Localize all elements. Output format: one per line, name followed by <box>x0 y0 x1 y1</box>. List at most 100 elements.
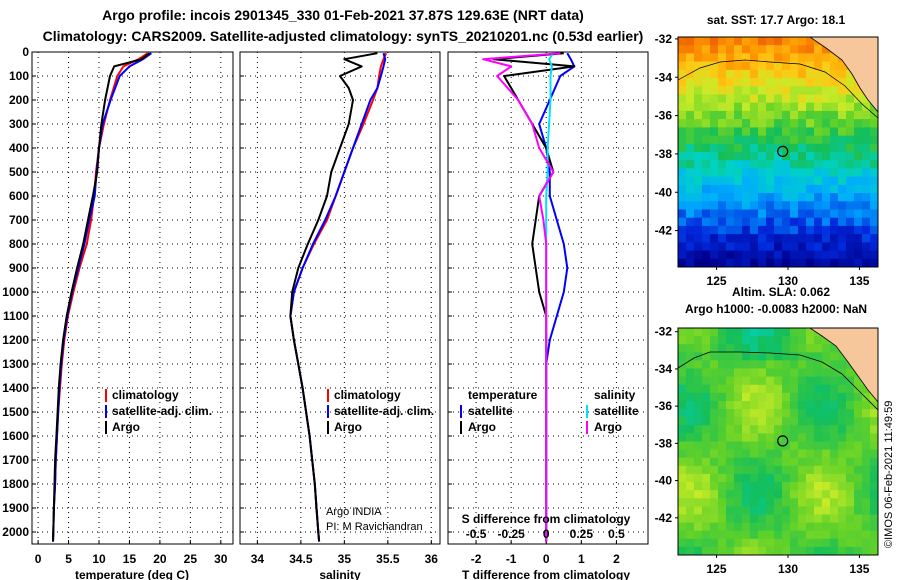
map-cell <box>742 522 751 532</box>
map-cell <box>798 546 807 555</box>
map-cell <box>774 102 783 112</box>
s-difference-xlabel: S difference from climatology <box>462 512 631 526</box>
map-cell <box>782 160 791 169</box>
map-cell <box>750 201 759 211</box>
map-cell <box>854 449 863 459</box>
map-cell <box>742 225 751 235</box>
map-cell <box>702 94 711 104</box>
map-cell <box>822 506 831 516</box>
map-cell <box>774 336 783 345</box>
map-cell <box>726 37 735 46</box>
map-cell <box>678 234 687 243</box>
sst-field <box>678 37 878 267</box>
depth-tick-label: 800 <box>9 237 29 251</box>
map-cell <box>782 168 791 178</box>
map-cell <box>726 530 735 540</box>
map-cell <box>774 168 783 178</box>
map-cell <box>774 360 783 370</box>
map-cell <box>710 242 719 252</box>
map-cell <box>734 449 743 459</box>
map-cell <box>710 465 719 475</box>
map-cell <box>814 352 823 361</box>
map-cell <box>678 441 687 451</box>
map-cell <box>838 433 847 443</box>
map-cell <box>806 498 815 507</box>
map-cell <box>814 482 823 491</box>
map-cell <box>686 368 695 378</box>
map-cell <box>766 102 775 112</box>
map-cell <box>694 37 703 46</box>
sla-lon-labels: 125 130 135 <box>707 555 870 576</box>
map-cell <box>726 490 735 499</box>
map-cell <box>750 250 759 260</box>
map-cell <box>702 78 711 87</box>
map-cell <box>830 368 839 378</box>
map-cell <box>854 392 863 402</box>
map-cell <box>846 465 855 475</box>
map-cell <box>830 193 839 202</box>
map-cell <box>862 401 871 410</box>
map-cell <box>854 209 863 219</box>
map-cell <box>766 209 775 219</box>
map-cell <box>798 234 807 243</box>
map-cell <box>694 127 703 137</box>
map-cell <box>694 242 703 252</box>
map-cell <box>750 433 759 443</box>
map-cell <box>718 242 727 252</box>
map-cell <box>798 490 807 499</box>
map-cell <box>742 37 751 46</box>
map-cell <box>854 522 863 532</box>
map-cell <box>694 135 703 145</box>
map-cell <box>806 135 815 145</box>
map-cell <box>846 401 855 410</box>
map-cell <box>870 433 878 443</box>
map-cell <box>862 250 871 260</box>
map-cell <box>750 368 759 378</box>
map-cell <box>782 78 791 87</box>
map-cell <box>838 234 847 243</box>
map-cell <box>734 184 743 194</box>
salinity-lines <box>289 52 388 542</box>
map-cell <box>766 94 775 104</box>
legend-label-s-satellite: satellite <box>594 404 639 418</box>
map-cell <box>702 546 711 555</box>
map-cell <box>750 530 759 540</box>
map-cell <box>846 110 855 120</box>
map-cell <box>814 242 823 252</box>
map-cell <box>814 234 823 243</box>
map-cell <box>862 498 871 507</box>
map-cell <box>694 473 703 483</box>
map-cell <box>822 193 831 202</box>
map-cell <box>822 234 831 243</box>
map-cell <box>846 94 855 104</box>
map-cell <box>838 465 847 475</box>
map-cell <box>766 328 775 337</box>
map-cell <box>734 498 743 507</box>
map-cell <box>862 514 871 524</box>
map-cell <box>790 69 799 79</box>
map-cell <box>790 465 799 475</box>
map-cell <box>742 514 751 524</box>
map-cell <box>734 61 743 71</box>
map-cell <box>758 193 767 202</box>
lat-label: -42 <box>655 224 673 238</box>
map-cell <box>718 482 727 491</box>
map-cell <box>798 184 807 194</box>
map-cell <box>814 473 823 483</box>
map-cell <box>782 490 791 499</box>
map-cell <box>806 61 815 71</box>
map-cell <box>838 360 847 370</box>
map-cell <box>710 152 719 161</box>
map-cell <box>798 360 807 370</box>
map-cell <box>830 217 839 227</box>
map-cell <box>798 344 807 353</box>
lat-label: -32 <box>655 325 673 339</box>
map-cell <box>870 152 878 161</box>
map-cell <box>710 250 719 260</box>
map-cell <box>782 384 791 394</box>
map-cell <box>734 45 743 54</box>
map-cell <box>870 482 878 491</box>
map-cell <box>822 201 831 211</box>
map-cell <box>838 506 847 516</box>
x-tick-label: 20 <box>153 552 167 566</box>
